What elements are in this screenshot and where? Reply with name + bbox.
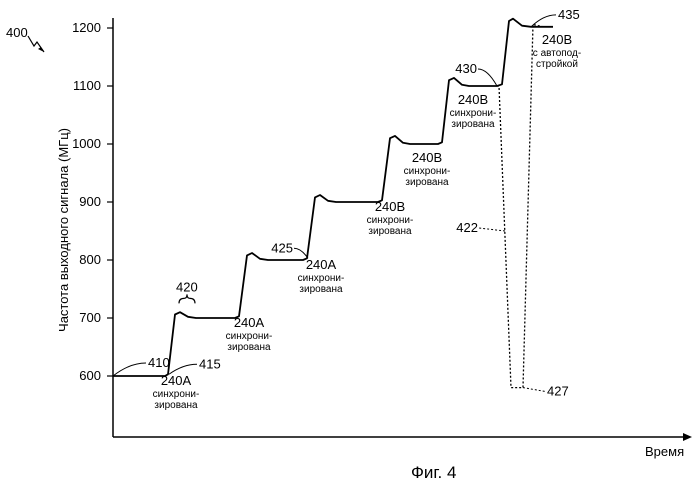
segment-label-text: синхрони- (226, 331, 273, 342)
segment-label: 240Aсинхрони-зирована (226, 315, 273, 353)
annotation-label: 415 (199, 356, 221, 371)
y-ticks: 600 700 800 900 1000 1100 1200 (72, 20, 113, 383)
annotation-leader (479, 228, 505, 231)
segment-label: 240Aсинхрони-зирована (298, 257, 345, 295)
y-tick-label: 1100 (73, 78, 101, 93)
segment-label: 240Bсинхрони-зирована (367, 199, 414, 237)
y-tick-label: 900 (79, 194, 101, 209)
annotation-label: 425 (271, 240, 293, 255)
annotation-label: 435 (558, 7, 580, 22)
segment-label: 240Bс автопод-стройкой (533, 32, 581, 70)
segment-label-text: синхрони- (367, 215, 414, 226)
segment-label: 240Bсинхрони-зирована (404, 150, 451, 188)
segment-label-text: зирована (451, 119, 495, 130)
y-tick-label: 600 (79, 368, 101, 383)
y-tick-label: 700 (79, 310, 101, 325)
segment-labels-group: 240Aсинхрони-зирована240Aсинхрони-зирова… (153, 32, 582, 411)
segment-label-text: синхрони- (404, 166, 451, 177)
segment-label-text: стройкой (536, 59, 578, 70)
annotation-label: 430 (455, 61, 477, 76)
figure-label: 400 (6, 25, 28, 40)
segment-label-text: зирована (227, 342, 271, 353)
segment-label: 240Aсинхрони-зирована (153, 373, 200, 411)
series-line-tuning-path (497, 25, 543, 388)
annotation-label: 427 (547, 384, 569, 399)
segment-label-id: 240B (375, 199, 405, 214)
segment-label-id: 240A (161, 373, 192, 388)
y-tick-label: 800 (79, 252, 101, 267)
figure-caption: Фиг. 4 (411, 463, 456, 482)
series-group (113, 19, 553, 388)
segment-label-id: 240A (234, 315, 265, 330)
segment-label-text: синхрони- (153, 389, 200, 400)
segment-label-id: 240B (412, 150, 442, 165)
annotation-label: 410 (148, 355, 170, 370)
annotation-leader (113, 363, 146, 376)
annotation-brace (179, 294, 195, 303)
y-axis-title: Частота выходного сигнала (МГц) (56, 128, 71, 332)
x-axis-title: Время (645, 444, 684, 459)
segment-label-text: синхрони- (450, 108, 497, 119)
segment-label-text: зирована (154, 400, 198, 411)
segment-label-text: с автопод- (533, 48, 581, 59)
y-tick-label: 1000 (72, 136, 101, 151)
annotation-leader (478, 69, 497, 86)
segment-label: 240Bсинхрони-зирована (450, 92, 497, 130)
segment-label-text: зирована (368, 226, 412, 237)
segment-label-text: зирована (299, 284, 343, 295)
segment-label-id: 240B (458, 92, 488, 107)
segment-label-text: зирована (405, 177, 449, 188)
segment-label-id: 240A (306, 257, 337, 272)
annotation-label: 422 (456, 220, 478, 235)
segment-label-text: синхрони- (298, 273, 345, 284)
segment-label-id: 240B (542, 32, 572, 47)
annotation-label: 420 (176, 279, 198, 294)
y-tick-label: 1200 (72, 20, 101, 35)
figure-pointer-arrowhead (38, 47, 44, 52)
x-axis-arrowhead (683, 433, 692, 441)
annotation-leader (523, 388, 546, 392)
